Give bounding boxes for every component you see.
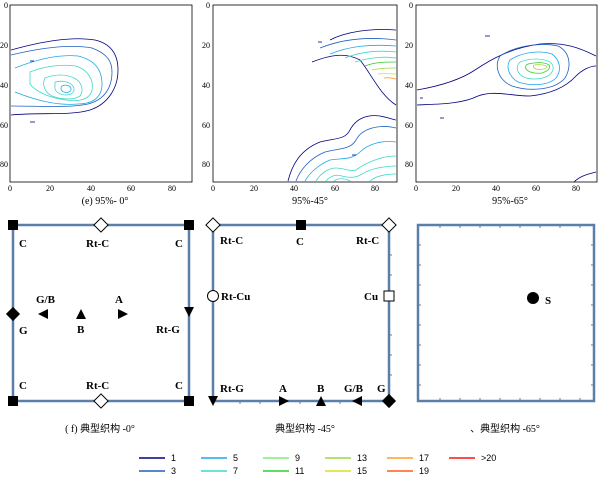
y-tick: 40 [202, 81, 210, 90]
legend-label: 15 [357, 466, 367, 476]
pole-figure-0: 0 20 40 60 80 0 20 40 60 80 [0, 1, 193, 193]
y-tick: 40 [0, 81, 8, 90]
y-tick: 40 [405, 81, 413, 90]
x-tick: 80 [371, 184, 379, 193]
x-tick: 80 [168, 184, 176, 193]
schematic-caption: 典型织构 -45° [275, 424, 335, 435]
texture-label: C [175, 238, 183, 250]
texture-label: Rt-C [86, 238, 109, 250]
texture-label: C [19, 380, 27, 392]
legend-label: 3 [171, 466, 176, 476]
texture-label: C [175, 380, 183, 392]
y-tick: 20 [405, 41, 413, 50]
texture-label: C [296, 236, 304, 248]
x-tick: 60 [127, 184, 135, 193]
texture-label: Rt-C [220, 235, 243, 247]
x-tick: 20 [250, 184, 258, 193]
schematic-45: Rt-C C Rt-C Rt-Cu Cu Rt-G A B G/B G [205, 217, 397, 409]
x-tick: 60 [331, 184, 339, 193]
x-tick: 20 [452, 184, 460, 193]
x-tick: 0 [8, 184, 12, 193]
texture-label: C [19, 238, 27, 250]
x-tick: 0 [211, 184, 215, 193]
texture-label: G [19, 325, 28, 337]
legend-label: 11 [295, 466, 304, 476]
texture-label: Rt-C [86, 380, 109, 392]
legend-label: 9 [295, 453, 300, 463]
texture-label: G/B [344, 383, 364, 395]
texture-label: Rt-G [220, 383, 244, 395]
y-tick: 80 [0, 160, 8, 169]
schematic-caption: ( f) 典型织构 -0° [65, 424, 135, 435]
legend-label: >20 [481, 453, 496, 463]
legend-label: 19 [419, 466, 429, 476]
x-tick: 80 [572, 184, 580, 193]
pole-figure-0-y-ticks: 0 20 40 60 80 [0, 1, 8, 169]
y-tick: 0 [4, 1, 8, 10]
pole-figure-1: 0 20 40 60 80 0 20 40 60 80 [202, 1, 398, 193]
texture-label: Rt-C [356, 235, 379, 247]
schematic-0: C Rt-C C G/B A G B Rt-G C Rt-C C [5, 217, 194, 409]
pole-figure-caption: 95%-45° [292, 196, 328, 207]
texture-label: A [279, 383, 287, 395]
y-tick: 60 [405, 121, 413, 130]
legend-label: 1 [171, 453, 176, 463]
texture-label: Rt-G [156, 324, 180, 336]
y-tick: 0 [206, 1, 210, 10]
y-tick: 60 [0, 121, 8, 130]
pole-figure-caption: 95%-65° [492, 196, 528, 207]
y-tick: 0 [409, 1, 413, 10]
texture-label: G/B [36, 294, 56, 306]
schematic-65: S [416, 223, 596, 403]
y-tick: 80 [202, 160, 210, 169]
texture-label: Cu [364, 291, 378, 303]
pole-figure-caption: (e) 95%- 0° [81, 196, 129, 207]
legend-label: 5 [233, 453, 238, 463]
y-tick: 20 [202, 41, 210, 50]
texture-label: Rt-Cu [221, 291, 250, 303]
x-tick: 0 [414, 184, 418, 193]
y-tick: 60 [202, 121, 210, 130]
y-tick: 20 [0, 41, 8, 50]
x-tick: 40 [87, 184, 95, 193]
x-tick: 20 [46, 184, 54, 193]
texture-label: B [77, 324, 85, 336]
contour-legend: 1 3 5 7 9 11 13 15 17 19 >20 [135, 452, 505, 480]
texture-label: G [377, 383, 386, 395]
pole-figures: 0 20 40 60 80 0 20 40 60 80 [0, 1, 598, 193]
pole-figure-0-x-ticks: 0 20 40 60 80 [8, 184, 176, 193]
y-tick: 80 [405, 160, 413, 169]
x-tick: 40 [290, 184, 298, 193]
texture-schematics: C Rt-C C G/B A G B Rt-G C Rt-C C Rt-C C … [5, 217, 596, 409]
texture-label: S [545, 295, 551, 307]
texture-label: B [317, 383, 325, 395]
x-tick: 40 [492, 184, 500, 193]
legend-label: 7 [233, 466, 238, 476]
legend-label: 13 [357, 453, 367, 463]
schematic-caption: 、典型织构 -65° [470, 424, 540, 435]
legend-label: 17 [419, 453, 429, 463]
pole-figure-2: 0 20 40 60 80 0 20 40 60 80 [405, 1, 598, 193]
x-tick: 60 [532, 184, 540, 193]
texture-label: A [115, 294, 123, 306]
